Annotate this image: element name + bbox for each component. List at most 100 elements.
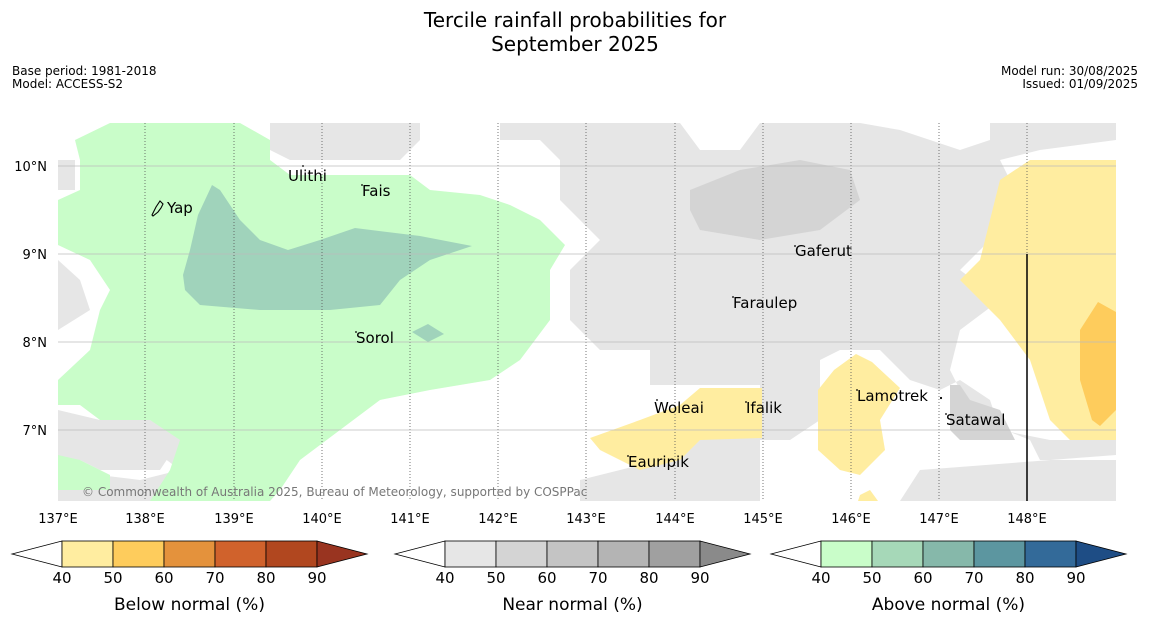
legend-2: 40 50 60 70 80 90 Near normal (%) xyxy=(393,540,752,615)
legend-tick-label: 70 xyxy=(205,569,224,587)
legend-tick-label: 50 xyxy=(103,569,122,587)
base-period: Base period: 1981-2018 xyxy=(12,64,157,78)
legend-tick-label: 50 xyxy=(486,569,505,587)
legend-swatch xyxy=(597,540,650,568)
latitude-label: 7°N xyxy=(23,424,48,439)
place-ifalik: Ifalik xyxy=(746,399,782,417)
legend-swatch xyxy=(1024,540,1077,568)
longitude-label: 148°E xyxy=(1007,512,1047,527)
legend-swatch xyxy=(316,540,369,568)
longitude-label: 140°E xyxy=(302,512,342,527)
legend-swatch xyxy=(871,540,924,568)
legend-swatch xyxy=(393,540,446,568)
legend-swatch xyxy=(648,540,701,568)
longitude-label: 139°E xyxy=(214,512,254,527)
legend-swatch xyxy=(265,540,318,568)
place-fais: Fais xyxy=(362,182,391,200)
longitude-label: 137°E xyxy=(38,512,78,527)
longitude-label: 146°E xyxy=(831,512,871,527)
place-woleai: Woleai xyxy=(654,399,704,417)
copyright-text: © Commonwealth of Australia 2025, Bureau… xyxy=(82,485,587,499)
place-gaferut: Gaferut xyxy=(795,242,852,260)
place-faraulep: Faraulep xyxy=(733,294,797,312)
below-normal-region-lamotrek xyxy=(818,354,900,475)
place-lamotrek: Lamotrek xyxy=(857,387,928,405)
title-line-1: Tercile rainfall probabilities for xyxy=(423,8,727,32)
legend-tick-label: 40 xyxy=(435,569,454,587)
latitude-label: 10°N xyxy=(14,160,47,175)
near-normal-region-bottom-left xyxy=(58,410,180,470)
place-labels: Ulithi Fais Yap Gaferut Faraulep Sorol W… xyxy=(166,167,1005,471)
legend-swatch xyxy=(922,540,975,568)
longitude-label: 145°E xyxy=(743,512,783,527)
legend-swatch xyxy=(112,540,165,568)
legend-tick-label: 60 xyxy=(537,569,556,587)
legend-3: 40 50 60 70 80 90 Above normal (%) xyxy=(769,540,1128,615)
above-normal-patch-sorol xyxy=(412,324,444,342)
below-normal-patch-east xyxy=(1080,302,1116,426)
near-normal-patch-satawal xyxy=(950,385,1015,440)
above-normal-region-main xyxy=(58,123,565,501)
meta-right: Model run: 30/08/2025 Issued: 01/09/2025 xyxy=(1001,65,1138,91)
meta-left: Base period: 1981-2018 Model: ACCESS-S2 xyxy=(12,65,157,91)
legend-swatch xyxy=(163,540,216,568)
legend-swatch xyxy=(10,540,63,568)
island-marks xyxy=(302,165,947,457)
longitude-label: 138°E xyxy=(125,512,165,527)
place-satawal: Satawal xyxy=(946,411,1005,429)
legend-swatch xyxy=(1075,540,1128,568)
below-normal-region-woleai xyxy=(590,388,762,470)
legend-tick-label: 50 xyxy=(862,569,881,587)
legend-swatch xyxy=(61,540,114,568)
near-normal-region-top-left xyxy=(58,160,75,190)
place-ulithi: Ulithi xyxy=(288,167,327,185)
legend-swatch xyxy=(769,540,822,568)
legend-title: Near normal (%) xyxy=(502,595,642,615)
legend-tick-label: 90 xyxy=(1066,569,1085,587)
above-normal-region-bottom-left xyxy=(58,455,110,490)
title-line-2: September 2025 xyxy=(491,32,659,56)
probability-field xyxy=(58,123,1116,501)
yap-island-shape xyxy=(151,200,164,217)
longitude-label: 147°E xyxy=(919,512,959,527)
latitude-label: 9°N xyxy=(23,248,48,263)
legend-tick-label: 60 xyxy=(913,569,932,587)
near-normal-region-top-band xyxy=(270,123,420,160)
legend-tick-label: 40 xyxy=(811,569,830,587)
legend-swatch xyxy=(699,540,752,568)
place-sorol: Sorol xyxy=(356,329,394,347)
legend-swatch xyxy=(973,540,1026,568)
longitude-label: 141°E xyxy=(390,512,430,527)
issued-date: Issued: 01/09/2025 xyxy=(1022,77,1138,91)
near-normal-region-west xyxy=(58,260,90,330)
legend-swatch xyxy=(820,540,873,568)
legend-tick-label: 60 xyxy=(154,569,173,587)
legend-swatch xyxy=(214,540,267,568)
longitude-label: 144°E xyxy=(655,512,695,527)
latitude-label: 8°N xyxy=(23,336,48,351)
legend-tick-label: 40 xyxy=(52,569,71,587)
legend-tick-label: 70 xyxy=(964,569,983,587)
legend-tick-label: 70 xyxy=(588,569,607,587)
latitude-labels: 10°N 9°N 8°N 7°N xyxy=(14,160,47,439)
above-normal-patch-yap xyxy=(183,185,472,310)
model-run: Model run: 30/08/2025 xyxy=(1000,64,1138,78)
map-title: Tercile rainfall probabilities for Septe… xyxy=(0,8,1150,56)
legend-tick-label: 90 xyxy=(307,569,326,587)
longitude-labels: 137°E 138°E 139°E 140°E 141°E 142°E 143°E 144°E… xyxy=(38,512,1047,527)
legend-title: Below normal (%) xyxy=(114,595,265,615)
legend-tick-label: 80 xyxy=(1015,569,1034,587)
grid-lines xyxy=(58,123,1116,501)
legend-title: Above normal (%) xyxy=(872,595,1025,615)
legend-swatch xyxy=(546,540,599,568)
legend-swatch xyxy=(444,540,497,568)
legend-swatch xyxy=(495,540,548,568)
legend-1: 40 50 60 70 80 90 Below normal (%) xyxy=(10,540,369,615)
longitude-label: 143°E xyxy=(566,512,606,527)
below-normal-region-south xyxy=(858,490,878,501)
place-yap: Yap xyxy=(166,199,193,217)
model-name: Model: ACCESS-S2 xyxy=(12,77,124,91)
near-normal-region-north xyxy=(58,123,1116,501)
longitude-label: 142°E xyxy=(478,512,518,527)
